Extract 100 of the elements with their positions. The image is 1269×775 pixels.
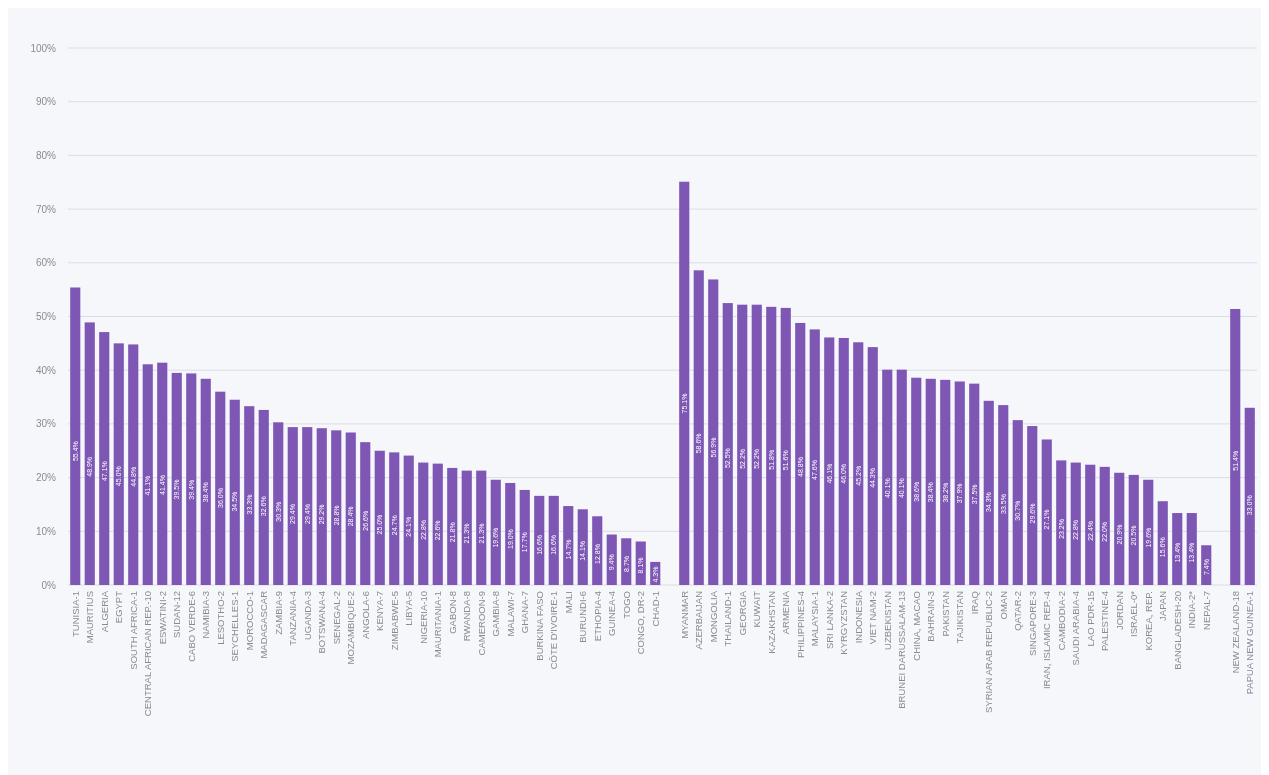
- y-tick-label: 90%: [35, 96, 57, 108]
- bar: [432, 463, 443, 585]
- x-tick-label: TOGO: [620, 591, 632, 619]
- x-tick-label: BRUNEI DARUSSALAM-13: [896, 591, 908, 709]
- bar: [171, 372, 182, 585]
- x-tick-label: KENYA-7: [374, 591, 386, 631]
- x-tick-label: BANGLADESH-20: [1171, 591, 1183, 670]
- bar: [360, 442, 371, 585]
- x-tick-label: PALESTINE-4: [1099, 591, 1111, 652]
- x-tick-label: MONGOLIA: [707, 590, 719, 643]
- y-tick-label: 80%: [35, 149, 57, 161]
- x-tick-label: IRAQ: [968, 591, 980, 615]
- x-tick-label: SINGAPORE-3: [1026, 591, 1038, 656]
- x-tick-label: KUWAIT: [751, 590, 763, 628]
- x-tick-label: LAO PDR-15: [1084, 591, 1096, 647]
- x-tick-label: AZERBAIJAN: [693, 590, 705, 650]
- bar: [157, 362, 168, 585]
- x-tick-label: KAZAKHSTAN: [765, 590, 777, 654]
- x-tick-label: VIET NAM-2: [867, 591, 879, 645]
- x-tick-label: GAMBIA-8: [490, 591, 502, 637]
- x-tick-label: ZAMBIA-9: [272, 591, 284, 635]
- x-tick-label: UGANDA-3: [301, 591, 313, 641]
- x-tick-label: CABO VERDE-6: [185, 591, 197, 662]
- x-tick-label: CHINA, MACAO: [910, 591, 922, 661]
- x-tick-label: PHILIPPINES-4: [794, 591, 806, 659]
- x-tick-label: KOREA, REP.: [1142, 591, 1154, 651]
- bar: [954, 381, 965, 585]
- bar: [1012, 420, 1023, 585]
- bar: [1157, 501, 1168, 585]
- x-tick-label: ETHOPIA-4: [591, 591, 603, 642]
- bar: [302, 427, 313, 585]
- x-tick-label: IRAN, ISLAMIC REP.-4: [1041, 591, 1053, 690]
- x-tick-label: GABON-8: [446, 591, 458, 634]
- x-tick-label: ISRAEL-0*: [1128, 590, 1140, 637]
- bar: [389, 452, 400, 585]
- bar: [113, 343, 124, 585]
- x-tick-label: JORDAN: [1113, 590, 1125, 631]
- bar: [229, 399, 240, 585]
- bar: [679, 181, 690, 585]
- x-tick-label: MAURITIUS: [84, 591, 96, 644]
- bar: [316, 428, 327, 585]
- x-tick-label: BAHRAIN-3: [925, 591, 937, 642]
- y-tick-label: 30%: [35, 418, 57, 430]
- bar: [867, 347, 878, 585]
- bar: [911, 377, 922, 585]
- y-tick-label: 40%: [35, 364, 57, 376]
- x-tick-label: CENTRAL AFRICAN REP.-10: [142, 591, 154, 717]
- bar: [809, 329, 820, 585]
- bar: [374, 450, 385, 585]
- bar: [563, 506, 574, 585]
- bar: [490, 479, 501, 585]
- bar: [1099, 466, 1110, 585]
- bar: [925, 378, 936, 585]
- x-tick-label: PAPUA NEW GUINEA-1: [1244, 591, 1256, 695]
- bar: [693, 270, 704, 585]
- bar: [534, 495, 545, 585]
- x-tick-label: JAPAN: [1157, 590, 1169, 621]
- x-tick-label: UZBEKISTAN: [881, 590, 893, 650]
- y-tick-label: 100%: [30, 42, 57, 54]
- bar: [548, 495, 559, 585]
- bar: [128, 344, 139, 585]
- bar: [1114, 472, 1125, 585]
- x-tick-label: EGYPT: [113, 590, 125, 624]
- x-tick-label: NEPAL-7: [1200, 591, 1212, 630]
- bar: [461, 470, 472, 585]
- x-tick-label: MYANMAR: [678, 590, 690, 639]
- x-tick-label: TANZANIA-4: [287, 591, 299, 646]
- bar: [577, 509, 588, 585]
- bar: [287, 427, 298, 585]
- bar: [331, 430, 342, 585]
- x-tick-label: SOUTH AFRICA-1: [127, 591, 139, 670]
- bar: [896, 369, 907, 585]
- bar: [200, 378, 211, 585]
- x-tick-label: SENEGAL-2: [330, 591, 342, 645]
- x-tick-label: BURKINA FASO: [533, 591, 545, 661]
- bar: [1027, 426, 1038, 585]
- y-tick-label: 50%: [35, 311, 57, 322]
- x-tick-label: OMAN: [997, 590, 1009, 620]
- bar: [99, 332, 110, 585]
- bar: [1244, 407, 1255, 585]
- x-tick-label: BOTSWANA-4: [316, 591, 328, 654]
- x-tick-label: MALI: [562, 591, 574, 614]
- x-tick-label: KYRGYZSTAN: [838, 590, 850, 655]
- x-tick-label: TAJIKISTAN: [954, 590, 966, 644]
- x-tick-label: NAMIBIA-3: [200, 591, 212, 639]
- bar: [1041, 439, 1052, 585]
- x-tick-label: CÔTE D'IVOIRE-1: [548, 591, 560, 670]
- x-tick-label: BURUNDI-6: [577, 591, 589, 643]
- bar: [1085, 464, 1096, 585]
- bar: [1143, 479, 1154, 585]
- bar: [795, 322, 806, 585]
- bar: [1230, 308, 1241, 585]
- bar: [215, 391, 226, 585]
- x-tick-label: SUDAN-12: [171, 591, 183, 638]
- x-tick-label: MALAYSIA-1: [809, 591, 821, 647]
- bar: [1128, 474, 1139, 585]
- x-tick-label: SYRIAN ARAB REPUBLIC-2: [983, 591, 995, 713]
- y-tick-label: 70%: [35, 203, 57, 215]
- bar: [70, 287, 81, 585]
- x-tick-label: THAILAND-1: [722, 591, 734, 647]
